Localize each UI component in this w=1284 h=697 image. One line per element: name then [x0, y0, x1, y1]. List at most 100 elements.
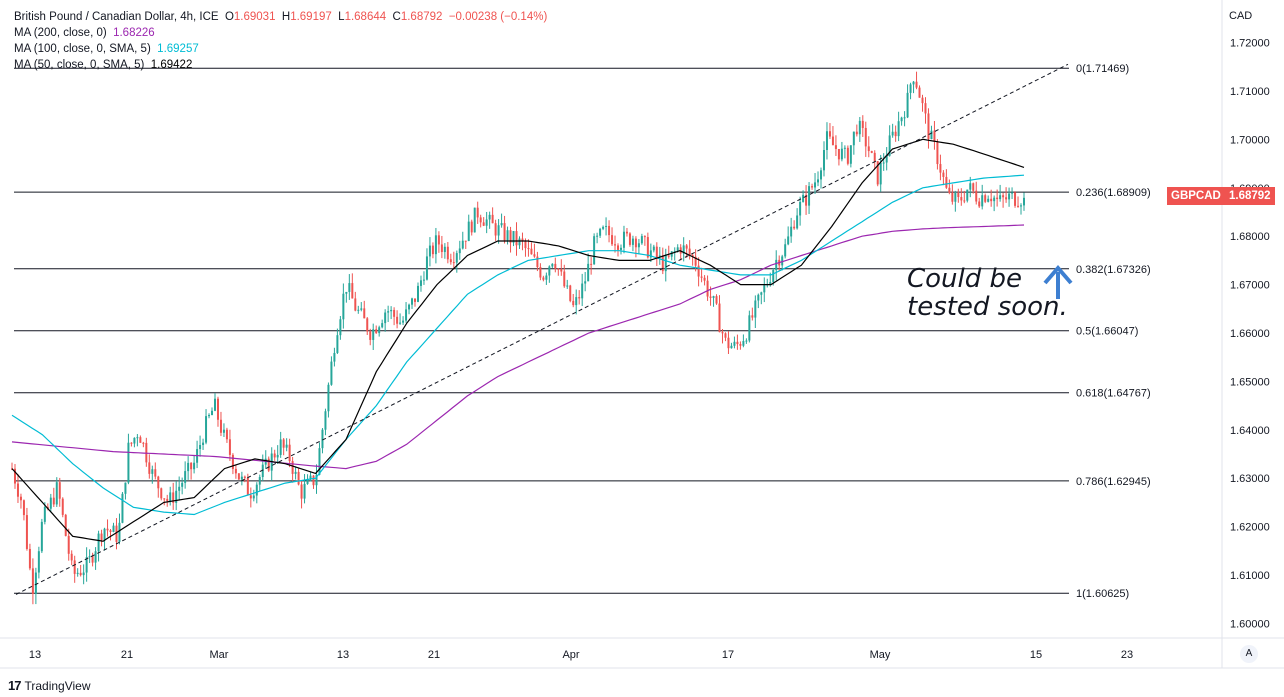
candle-body — [924, 103, 927, 114]
candle — [375, 325, 378, 334]
candle — [357, 305, 360, 314]
tradingview-logo-icon: 17 — [8, 678, 22, 693]
candle — [655, 242, 658, 266]
chart-legend: British Pound / Canadian Dollar, 4h, ICE… — [14, 9, 547, 73]
candle-body — [817, 179, 820, 183]
candle-body — [769, 281, 772, 285]
candle-body — [712, 296, 715, 298]
candle-body — [602, 226, 605, 229]
candle — [700, 267, 703, 283]
candle-body — [1023, 197, 1025, 206]
candle — [139, 435, 142, 443]
candle-body — [843, 147, 846, 149]
candle — [784, 238, 787, 259]
candle-body — [97, 533, 100, 552]
candle-body — [494, 223, 497, 236]
candle-body — [422, 279, 425, 281]
candle-body — [584, 281, 587, 284]
candle-body — [300, 484, 303, 499]
candle-body — [993, 197, 996, 202]
candle — [975, 181, 978, 205]
candle-body — [133, 437, 136, 444]
candle — [873, 150, 876, 170]
candle — [715, 294, 718, 305]
candle-body — [730, 345, 733, 349]
candle — [793, 220, 796, 230]
candle-body — [246, 477, 249, 496]
candle-body — [951, 192, 954, 202]
candle-body — [578, 297, 581, 299]
candle-body — [297, 471, 300, 485]
candle — [405, 302, 408, 323]
candle — [446, 241, 449, 264]
candle-body — [375, 329, 378, 334]
y-tick-label: 1.71000 — [1230, 86, 1270, 98]
candle-body — [193, 462, 196, 470]
candle-body — [491, 214, 494, 224]
candle — [467, 214, 470, 242]
candle — [858, 116, 861, 142]
candle — [870, 150, 873, 154]
ma100-line — [11, 174, 1025, 516]
candle — [566, 279, 569, 289]
auto-scale-button[interactable]: A — [1240, 645, 1258, 663]
candle — [16, 474, 19, 503]
candle — [643, 235, 646, 246]
candle — [727, 331, 730, 354]
candle — [799, 196, 802, 226]
candle-body — [234, 468, 237, 474]
candle — [166, 494, 169, 507]
candle-body — [172, 492, 175, 503]
candle-body — [40, 521, 43, 552]
candle — [282, 438, 285, 456]
candle — [584, 271, 587, 292]
candle-body — [676, 247, 679, 251]
candle — [867, 136, 870, 158]
candle-body — [834, 145, 837, 149]
candle-body — [697, 265, 700, 277]
tradingview-logo[interactable]: 17 TradingView — [8, 678, 91, 693]
candle-body — [879, 162, 882, 185]
candle-body — [566, 285, 569, 287]
candle — [640, 233, 643, 245]
candle-body — [611, 235, 614, 245]
candle — [19, 493, 22, 509]
candle-body — [157, 476, 160, 489]
candle — [658, 246, 661, 265]
candle — [817, 171, 820, 187]
candle-body — [303, 483, 306, 499]
candle — [1023, 192, 1025, 211]
change-value: −0.00238 (−0.14%) — [448, 11, 548, 23]
candle-body — [524, 241, 527, 249]
candle — [82, 564, 85, 585]
x-tick-label: May — [870, 649, 891, 661]
candle-body — [73, 560, 76, 574]
candle-body — [419, 280, 422, 286]
candle-body — [727, 337, 730, 349]
candle — [852, 131, 855, 155]
candle-body — [440, 244, 443, 253]
close-value: 1.68792 — [400, 11, 443, 23]
candle — [691, 253, 694, 266]
candle — [384, 309, 387, 332]
candle — [602, 225, 605, 231]
candle — [390, 306, 393, 320]
candle-body — [390, 309, 393, 312]
candle — [124, 482, 127, 500]
candle — [882, 153, 885, 171]
candle-body — [142, 442, 145, 444]
candle — [661, 247, 664, 275]
candle — [554, 257, 557, 273]
candle-body — [569, 285, 572, 301]
candle — [996, 189, 999, 207]
candle — [861, 115, 864, 137]
candle-body — [31, 568, 34, 594]
candle — [930, 125, 933, 140]
fib-level-label: 1(1.60625) — [1076, 588, 1129, 600]
candle — [13, 464, 16, 489]
candle-body — [831, 136, 834, 146]
candle — [91, 552, 94, 567]
candle-body — [703, 277, 706, 281]
